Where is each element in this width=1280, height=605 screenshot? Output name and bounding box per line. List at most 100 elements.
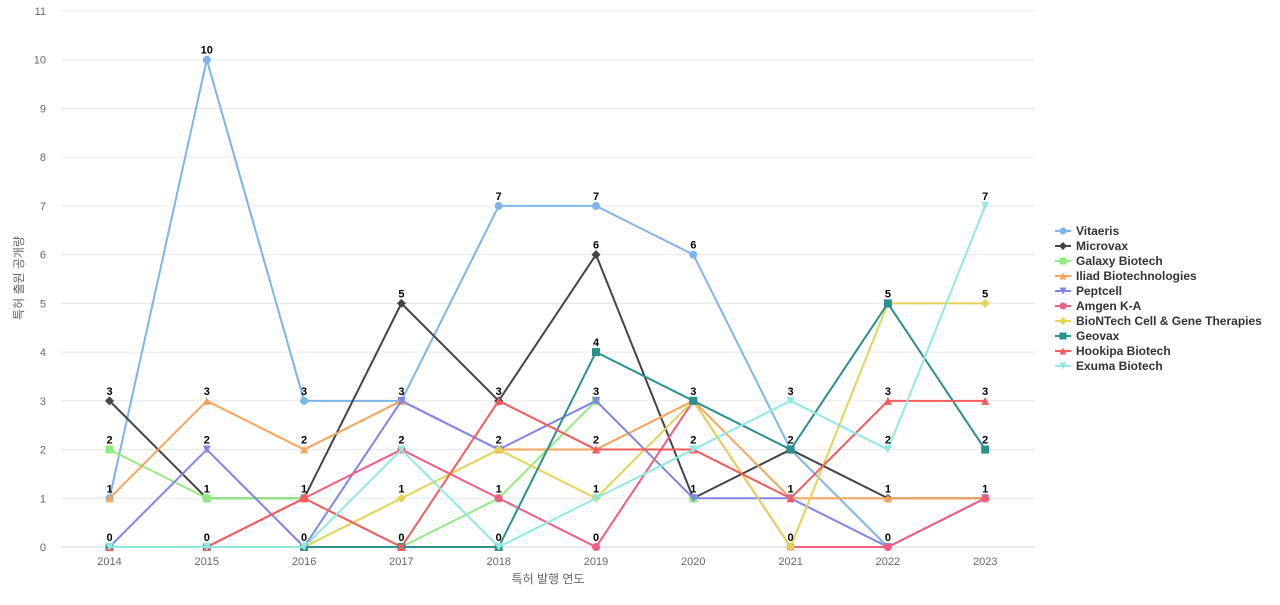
data-label: 1 xyxy=(593,483,599,495)
y-tick-label: 7 xyxy=(40,201,46,213)
data-point[interactable] xyxy=(786,396,795,405)
data-point[interactable] xyxy=(786,445,795,454)
data-point[interactable] xyxy=(494,494,503,503)
legend-symbol xyxy=(1059,347,1067,355)
data-point[interactable] xyxy=(494,201,503,210)
legend-label: Galaxy Biotech xyxy=(1076,254,1163,268)
data-point[interactable] xyxy=(592,543,600,551)
legend-item[interactable]: Vitaeris xyxy=(1055,224,1119,238)
series-lines xyxy=(105,55,990,552)
data-point[interactable] xyxy=(883,494,892,503)
data-point[interactable] xyxy=(397,396,406,405)
data-label: 2 xyxy=(496,435,502,447)
data-label: 3 xyxy=(398,386,404,398)
data-label: 1 xyxy=(301,483,307,495)
data-point[interactable] xyxy=(105,494,114,503)
x-tick-label: 2021 xyxy=(778,556,802,568)
data-label: 1 xyxy=(204,483,210,495)
data-label: 1 xyxy=(106,483,112,495)
data-point[interactable] xyxy=(592,396,600,405)
data-point[interactable] xyxy=(689,494,698,503)
data-point[interactable] xyxy=(981,445,990,454)
data-point[interactable] xyxy=(300,396,309,405)
legend-item[interactable]: Galaxy Biotech xyxy=(1055,254,1163,268)
data-point[interactable] xyxy=(689,250,698,259)
data-point[interactable] xyxy=(202,445,211,454)
legend-label: Amgen K-A xyxy=(1076,299,1142,313)
data-point[interactable] xyxy=(202,396,211,405)
data-point[interactable] xyxy=(786,494,795,503)
legend-item[interactable]: BioNTech Cell & Gene Therapies xyxy=(1055,314,1262,328)
legend-symbol xyxy=(1059,317,1067,325)
x-tick-label: 2016 xyxy=(292,556,316,568)
legend-symbol xyxy=(1059,242,1067,250)
y-tick-label: 3 xyxy=(40,396,46,408)
legend-item[interactable]: Amgen K-A xyxy=(1055,299,1142,313)
legend-item[interactable]: Exuma Biotech xyxy=(1055,359,1163,373)
data-label: 1 xyxy=(398,483,404,495)
data-point[interactable] xyxy=(396,493,406,503)
legend-label: Hookipa Biotech xyxy=(1076,344,1171,358)
data-point[interactable] xyxy=(883,396,892,405)
data-point[interactable] xyxy=(592,348,600,357)
x-tick-label: 2015 xyxy=(195,556,219,568)
data-point[interactable] xyxy=(494,396,503,405)
data-point[interactable] xyxy=(494,445,504,455)
legend-item[interactable]: Microvax xyxy=(1055,239,1128,253)
series-microvax xyxy=(105,250,990,503)
data-point[interactable] xyxy=(981,396,990,405)
legend-item[interactable]: Hookipa Biotech xyxy=(1055,344,1171,358)
data-point[interactable] xyxy=(300,543,309,551)
y-tick-label: 2 xyxy=(40,445,46,457)
legend-label: Geovax xyxy=(1076,329,1120,343)
data-point[interactable] xyxy=(592,201,600,210)
legend-symbol xyxy=(1059,362,1067,370)
data-point[interactable] xyxy=(397,445,406,454)
data-point[interactable] xyxy=(980,298,990,308)
data-label: 0 xyxy=(593,532,599,544)
data-labels: 3210103210321053210732107643210632132105… xyxy=(106,45,988,544)
data-label: 5 xyxy=(885,288,891,300)
data-label: 5 xyxy=(982,288,988,300)
data-point[interactable] xyxy=(202,55,211,64)
data-point[interactable] xyxy=(105,396,114,406)
data-point[interactable] xyxy=(397,543,406,551)
data-point[interactable] xyxy=(202,543,211,551)
data-point[interactable] xyxy=(883,445,892,454)
data-point[interactable] xyxy=(105,543,114,551)
data-point[interactable] xyxy=(689,396,698,405)
data-label: 2 xyxy=(106,435,112,447)
y-tick-label: 5 xyxy=(40,298,46,310)
legend-item[interactable]: Iliad Biotechnologies xyxy=(1055,269,1197,283)
data-point[interactable] xyxy=(592,445,600,454)
data-point[interactable] xyxy=(494,543,503,551)
data-point[interactable] xyxy=(981,494,990,503)
data-label: 0 xyxy=(788,532,794,544)
data-point[interactable] xyxy=(300,445,309,454)
data-point[interactable] xyxy=(689,445,698,454)
data-point[interactable] xyxy=(300,494,309,503)
data-point[interactable] xyxy=(202,494,211,503)
data-label: 0 xyxy=(301,532,307,544)
y-tick-label: 10 xyxy=(34,55,46,67)
data-point[interactable] xyxy=(591,250,601,260)
data-point[interactable] xyxy=(786,542,796,552)
data-label: 10 xyxy=(201,45,213,57)
legend-item[interactable]: Geovax xyxy=(1055,329,1120,343)
data-point[interactable] xyxy=(396,298,406,308)
data-label: 1 xyxy=(690,483,696,495)
data-point[interactable] xyxy=(981,201,990,210)
legend-label: BioNTech Cell & Gene Therapies xyxy=(1076,314,1262,328)
data-label: 1 xyxy=(982,483,988,495)
data-point[interactable] xyxy=(105,445,114,454)
legend-symbol xyxy=(1059,287,1067,295)
data-point[interactable] xyxy=(883,299,892,308)
data-label: 2 xyxy=(593,435,599,447)
data-point[interactable] xyxy=(592,494,600,503)
data-point[interactable] xyxy=(883,543,892,551)
legend-item[interactable]: Peptcell xyxy=(1055,284,1122,298)
data-label: 0 xyxy=(204,532,210,544)
